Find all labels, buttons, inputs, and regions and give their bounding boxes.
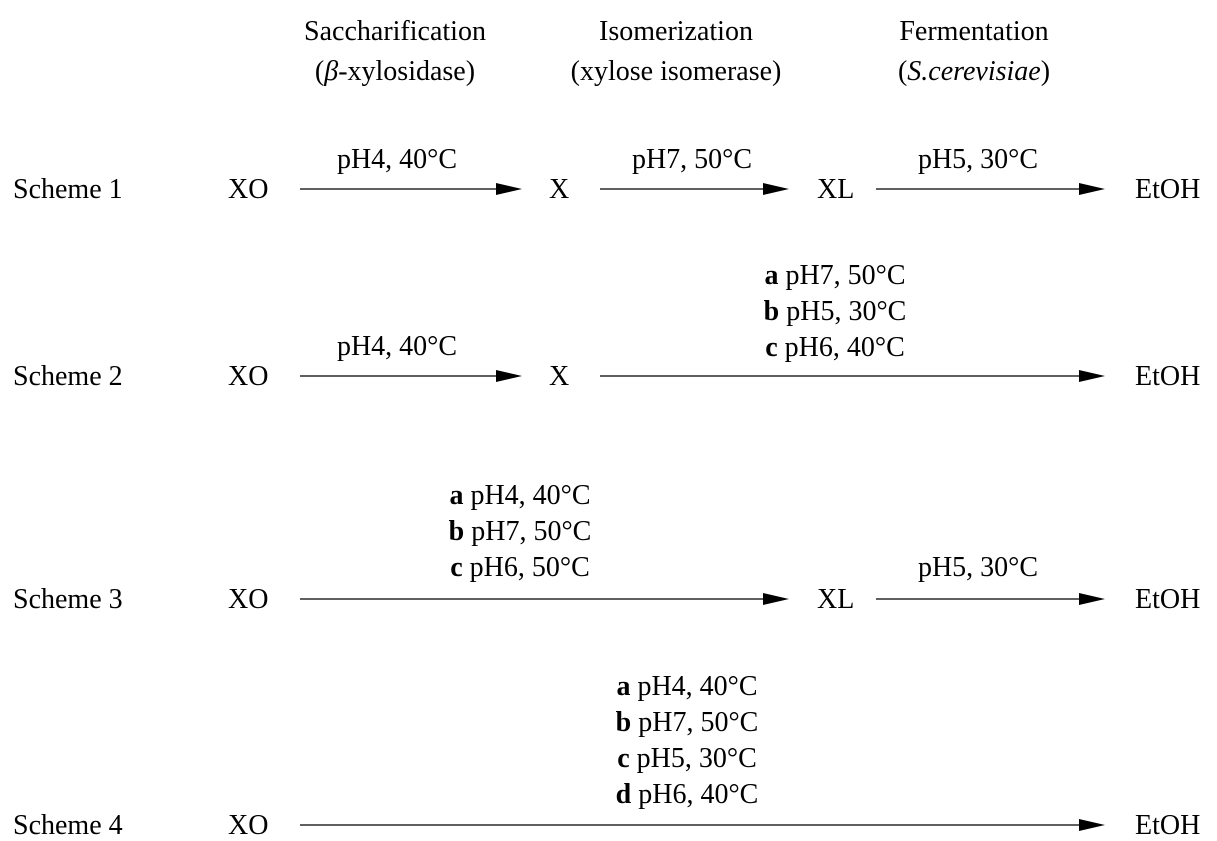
- step-condition: pH4, 40°C: [337, 144, 457, 175]
- compound-etoh: EtOH: [1135, 361, 1200, 392]
- header-title: Isomerization: [599, 16, 753, 47]
- header-subtitle: (S.cerevisiae): [898, 56, 1050, 87]
- compound-xo: XO: [228, 361, 268, 392]
- scheme-3: Scheme 3 XO a pH4, 40°C b pH7, 50°C c pH…: [13, 480, 1200, 615]
- organism-name: S.cerevisiae: [907, 56, 1040, 87]
- condition-b: b pH5, 30°C: [764, 296, 907, 327]
- arrow-head: [1079, 183, 1105, 195]
- compound-xl: XL: [817, 584, 854, 615]
- arrow-head: [1079, 370, 1105, 382]
- scheme-label: Scheme 2: [13, 361, 123, 392]
- step-condition: pH4, 40°C: [337, 331, 457, 362]
- condition-b: b pH7, 50°C: [449, 516, 592, 547]
- condition-c: c pH6, 40°C: [765, 332, 905, 363]
- arrow-head: [763, 593, 789, 605]
- scheme-label: Scheme 3: [13, 584, 123, 615]
- compound-x: X: [549, 174, 569, 205]
- header-subtitle: (β-xylosidase): [315, 56, 475, 87]
- compound-etoh: EtOH: [1135, 810, 1200, 841]
- condition-c: c pH6, 50°C: [450, 552, 590, 583]
- compound-xl: XL: [817, 174, 854, 205]
- condition-b: b pH7, 50°C: [616, 707, 759, 738]
- header-title: Fermentation: [899, 16, 1048, 47]
- beta-symbol: β: [323, 56, 338, 87]
- compound-xo: XO: [228, 810, 268, 841]
- compound-x: X: [549, 361, 569, 392]
- header-isomerization: Isomerization (xylose isomerase): [571, 16, 782, 87]
- scheme-1: Scheme 1 XO pH4, 40°C X pH7, 50°C XL pH5…: [13, 144, 1200, 205]
- header-fermentation: Fermentation (S.cerevisiae): [898, 16, 1050, 87]
- compound-xo: XO: [228, 584, 268, 615]
- arrow-head: [1079, 819, 1105, 831]
- step-condition: pH5, 30°C: [918, 552, 1038, 583]
- step-condition: pH5, 30°C: [918, 144, 1038, 175]
- compound-xo: XO: [228, 174, 268, 205]
- step-condition: pH7, 50°C: [632, 144, 752, 175]
- condition-c: c pH5, 30°C: [617, 743, 757, 774]
- compound-etoh: EtOH: [1135, 584, 1200, 615]
- scheme-4: Scheme 4 XO a pH4, 40°C b pH7, 50°C c pH…: [13, 671, 1200, 841]
- condition-d: d pH6, 40°C: [616, 779, 759, 810]
- scheme-label: Scheme 4: [13, 810, 123, 841]
- condition-a: a pH7, 50°C: [764, 260, 905, 291]
- scheme-2: Scheme 2 XO pH4, 40°C X a pH7, 50°C b pH…: [13, 260, 1200, 392]
- arrow-head: [763, 183, 789, 195]
- header-title: Saccharification: [304, 16, 486, 47]
- arrow-head: [496, 183, 522, 195]
- scheme-label: Scheme 1: [13, 174, 123, 205]
- header-subtitle: (xylose isomerase): [571, 56, 782, 87]
- arrow-head: [1079, 593, 1105, 605]
- condition-a: a pH4, 40°C: [449, 480, 590, 511]
- arrow-head: [496, 370, 522, 382]
- header-saccharification: Saccharification (β-xylosidase): [304, 16, 486, 87]
- compound-etoh: EtOH: [1135, 174, 1200, 205]
- condition-a: a pH4, 40°C: [616, 671, 757, 702]
